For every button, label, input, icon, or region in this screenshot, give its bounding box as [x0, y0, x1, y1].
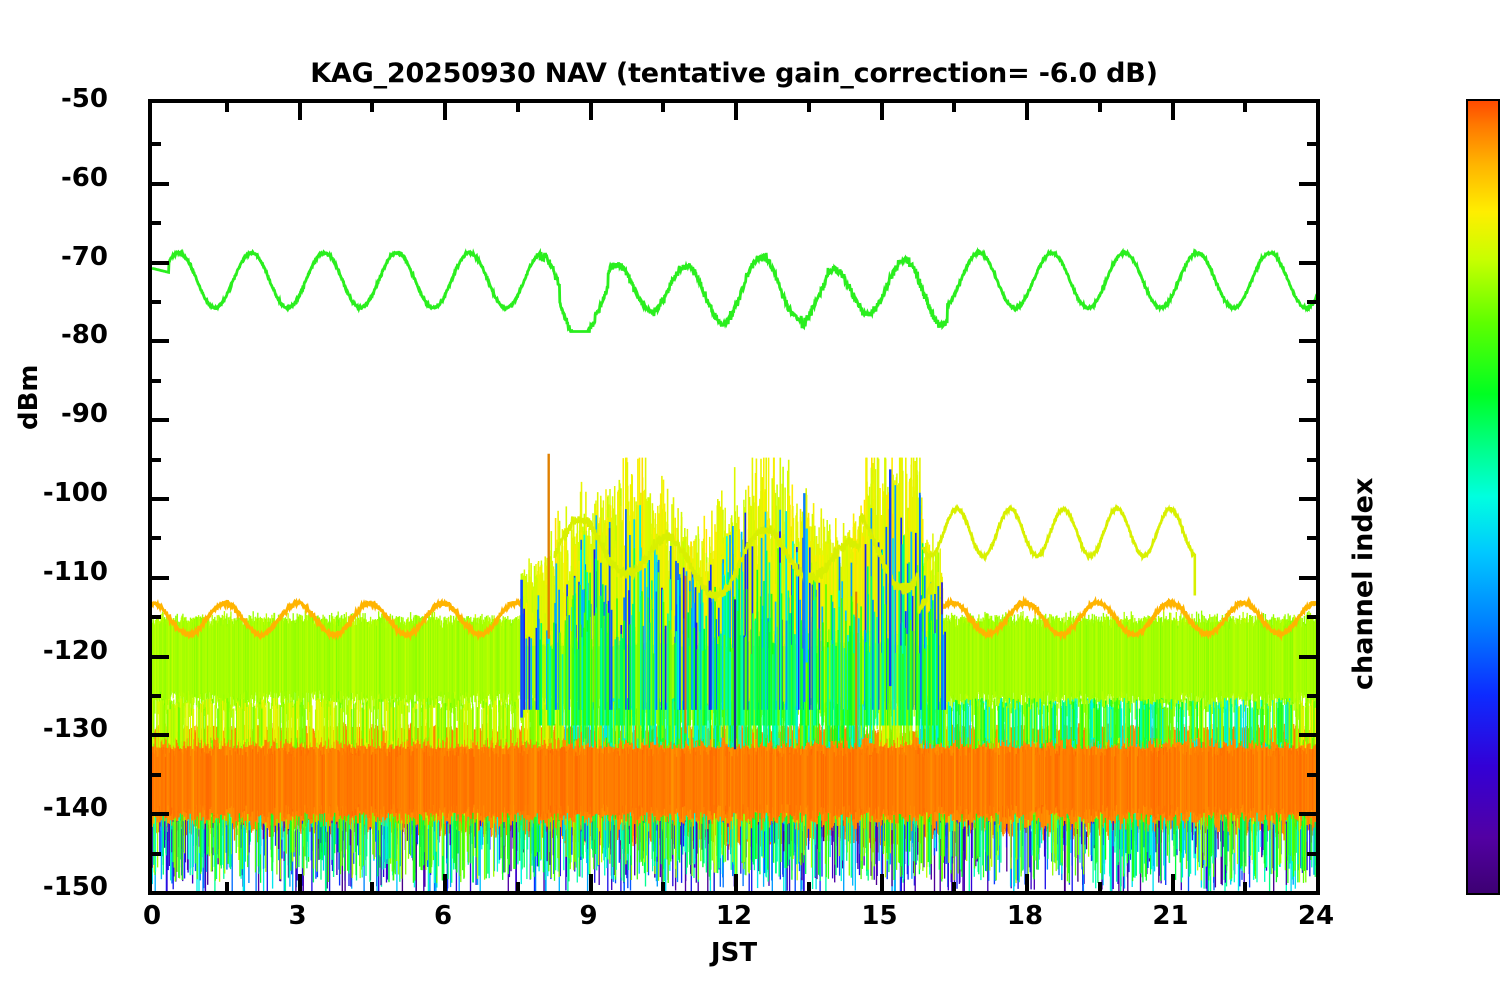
page-title: KAG_20250930 NAV (tentative gain_correct…	[310, 58, 1158, 89]
plot-area	[148, 99, 1320, 895]
data-canvas	[152, 103, 1316, 891]
data-traces	[152, 246, 1316, 891]
